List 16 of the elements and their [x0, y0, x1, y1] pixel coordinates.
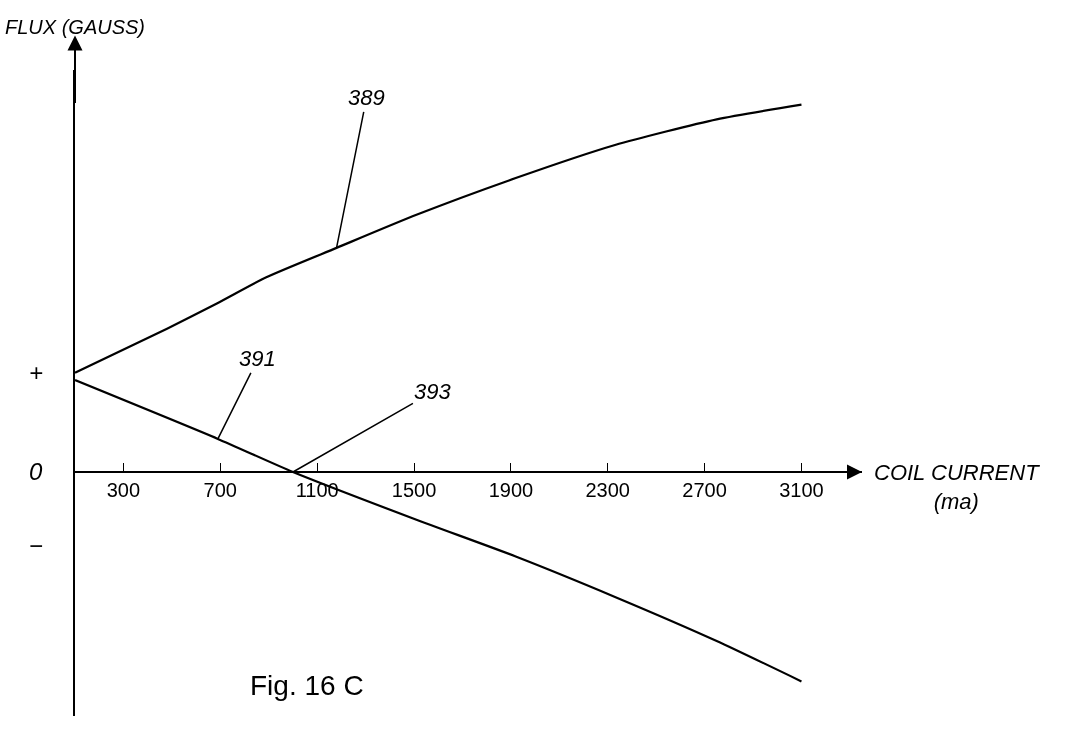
text: 0: [29, 458, 43, 485]
x-tick-label: 300: [106, 478, 141, 501]
x-tick-label: 2700: [682, 478, 727, 501]
x-tick-label: 700: [203, 478, 237, 501]
text: −: [29, 532, 44, 559]
annotation: 393: [414, 379, 452, 404]
annotation: 391: [239, 346, 276, 371]
x-tick-label: 1500: [391, 478, 437, 501]
y-axis-title: FLUX (GAUSS): [5, 16, 146, 38]
x-tick-label: 1900: [488, 478, 534, 501]
x-tick-label: 3100: [779, 478, 824, 501]
text: +: [29, 359, 44, 386]
text: Fig. 16 C: [250, 670, 364, 701]
x-tick-label: 2300: [585, 478, 630, 501]
x-axis-title: COIL CURRENT (ma): [874, 460, 1041, 514]
annotation: 389: [348, 85, 385, 110]
